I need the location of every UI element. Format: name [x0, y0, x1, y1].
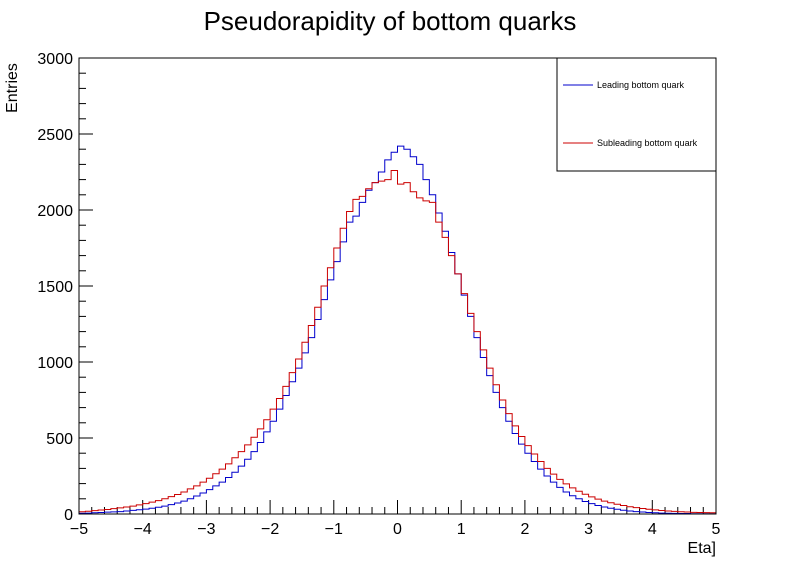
x-tick-label: 3 [584, 521, 593, 538]
y-axis-label: Entries [4, 63, 21, 113]
legend-label-subleading: Subleading bottom quark [597, 138, 698, 148]
chart-title: Pseudorapidity of bottom quarks [204, 6, 577, 36]
axis-ticks: −5 −4 −3 −2 −1 0 1 2 3 4 5 0 500 1000 1500 2000 2500 3000 [37, 51, 720, 538]
plot-frame [78, 57, 717, 515]
y-tick-label: 500 [46, 431, 73, 448]
x-tick-label: −5 [70, 521, 88, 538]
x-tick-label: 5 [712, 521, 721, 538]
x-axis-label: Eta] [688, 540, 716, 557]
y-tick-label: 3000 [37, 51, 73, 68]
series-subleading-bottom-quark [79, 169, 716, 514]
x-tick-label: −3 [197, 521, 215, 538]
x-tick-label: 0 [393, 521, 402, 538]
x-tick-label: 4 [648, 521, 657, 538]
y-tick-label: 0 [64, 507, 73, 524]
legend-label-leading: Leading bottom quark [597, 80, 685, 90]
x-tick-label: −2 [261, 521, 279, 538]
series-leading-bottom-quark [79, 145, 716, 515]
legend-box [556, 57, 717, 172]
x-tick-label: 1 [457, 521, 466, 538]
x-tick-label: −1 [325, 521, 343, 538]
legend: Leading bottom quark Subleading bottom q… [556, 57, 717, 172]
x-tick-label: −4 [134, 521, 152, 538]
x-tick-label: 2 [520, 521, 529, 538]
y-tick-label: 2500 [37, 127, 73, 144]
series-layer [79, 145, 716, 515]
y-tick-label: 2000 [37, 203, 73, 220]
y-tick-label: 1000 [37, 355, 73, 372]
y-tick-label: 1500 [37, 279, 73, 296]
